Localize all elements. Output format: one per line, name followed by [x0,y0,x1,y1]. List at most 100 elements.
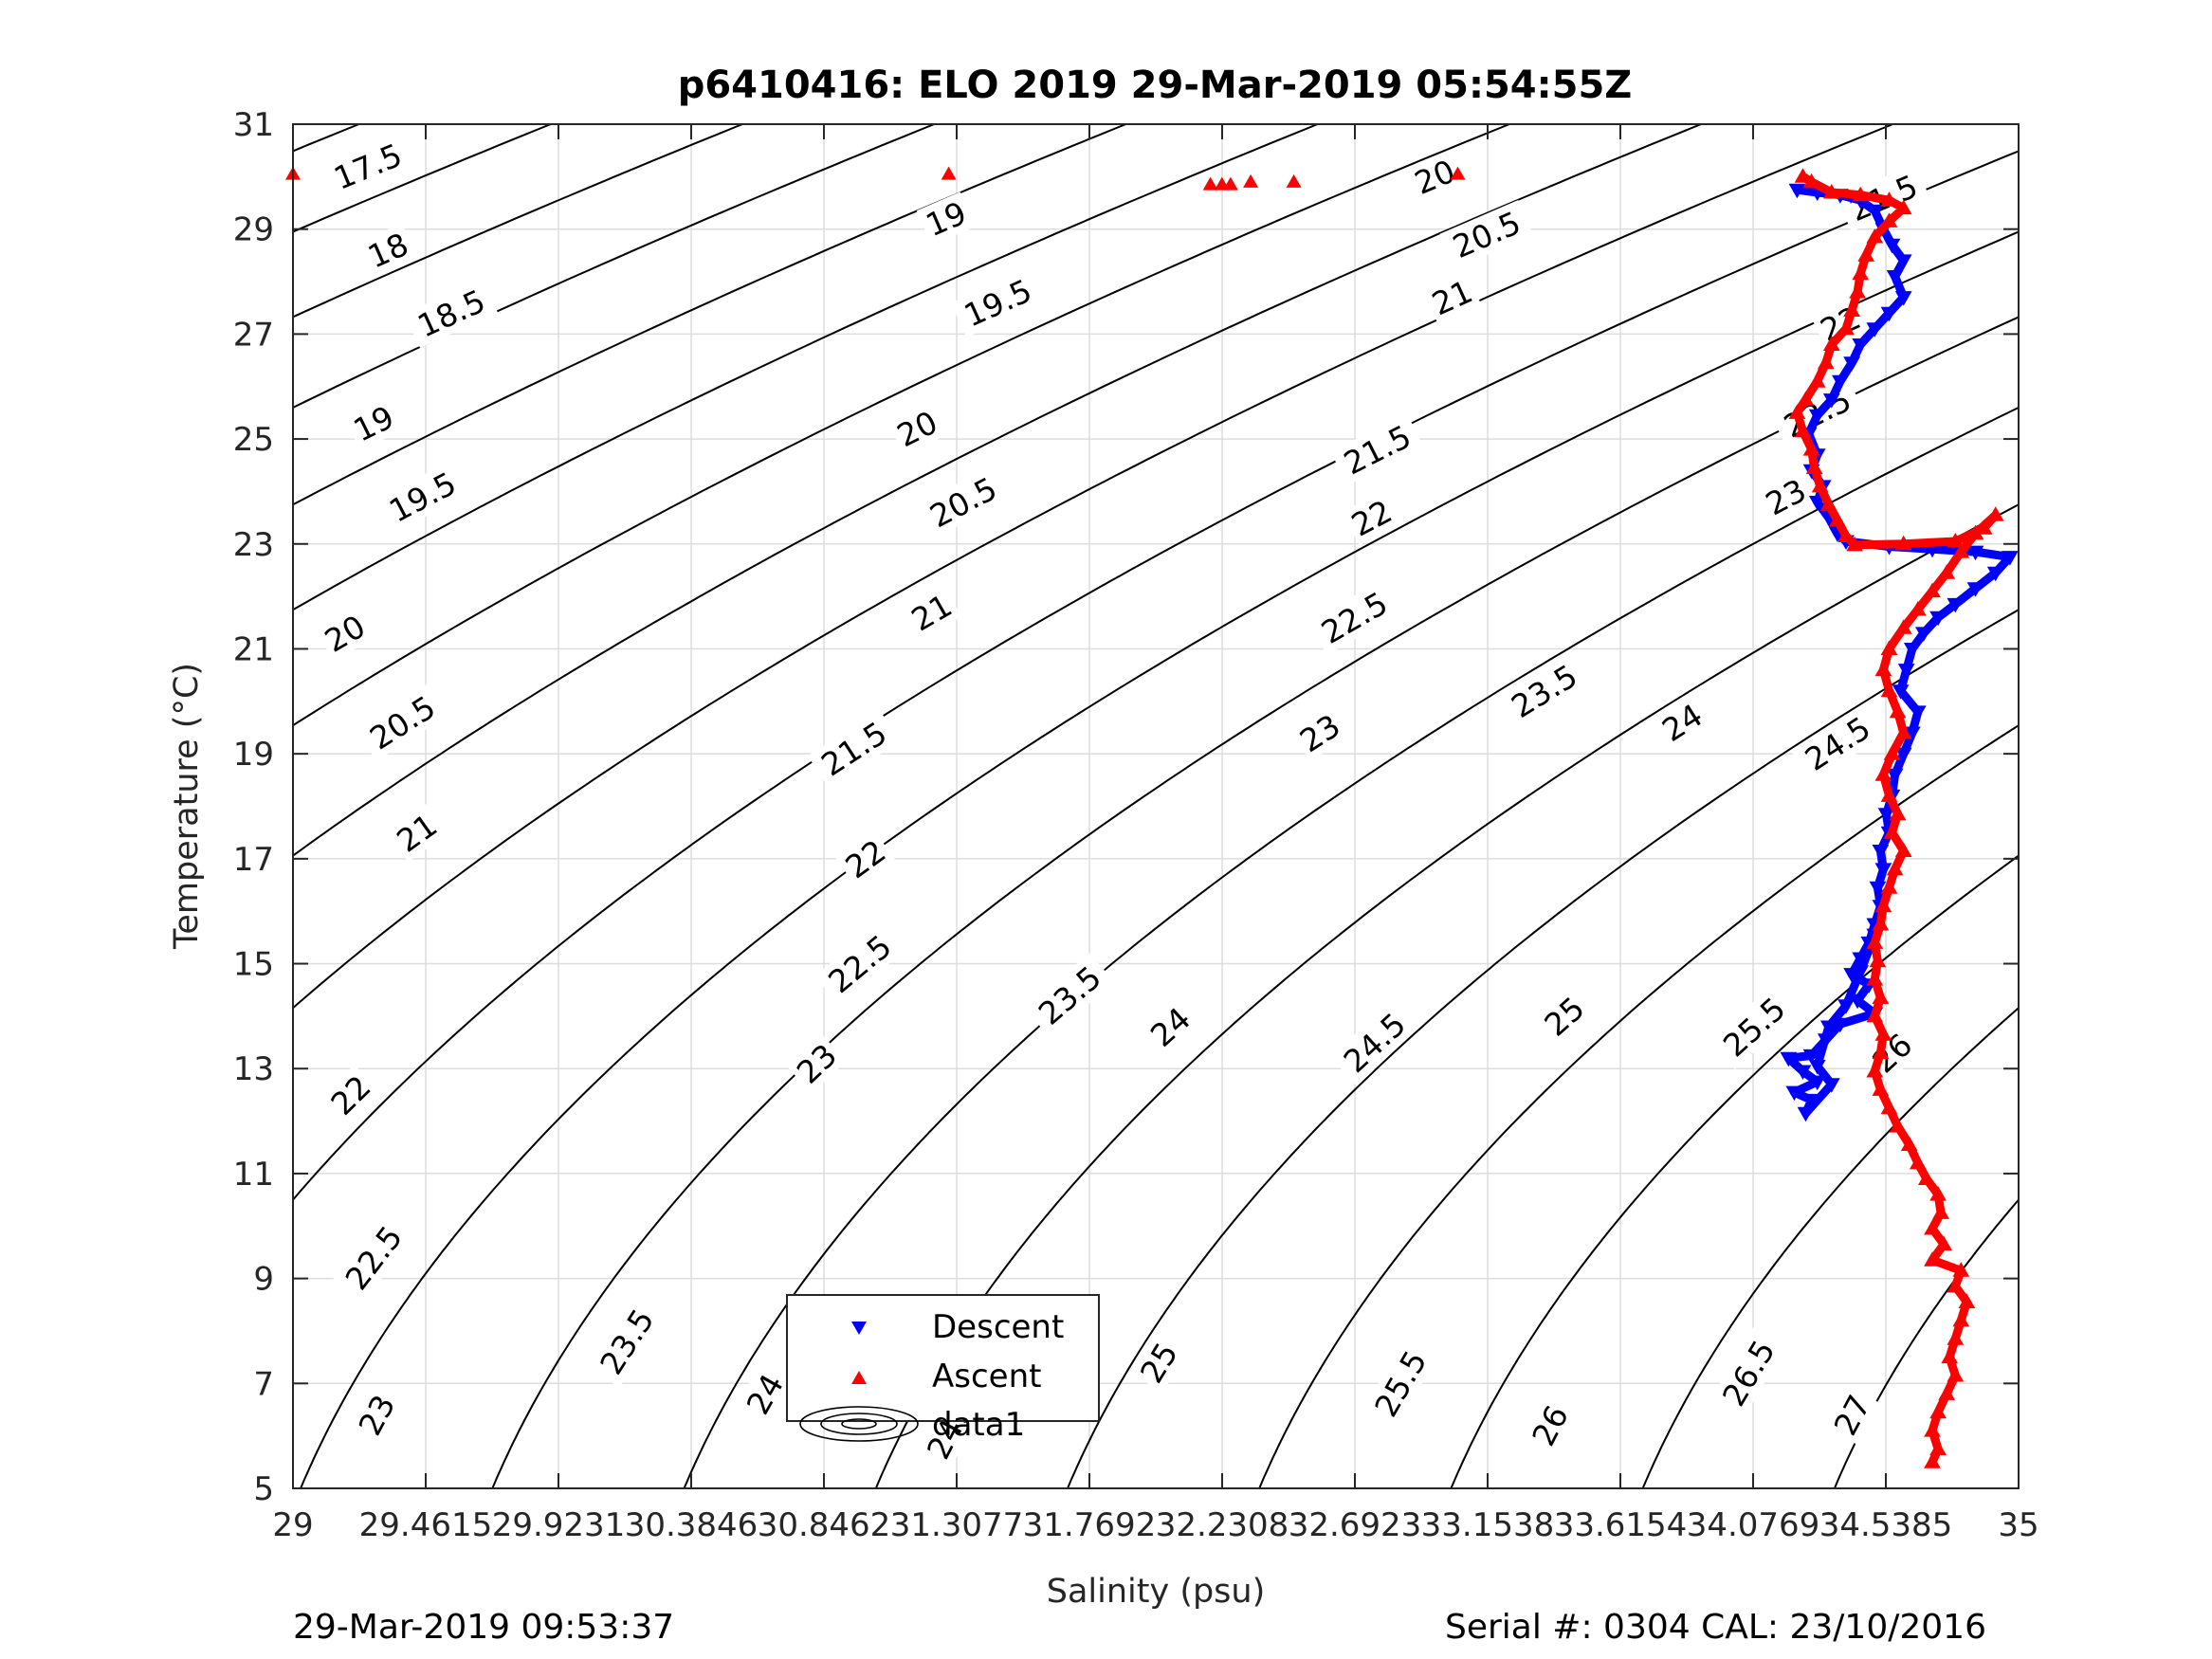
contour-label-knockout [1533,986,1595,1047]
y-tick-labels: 5 7 9 11 13 15 17 19 21 23 25 27 29 31 [233,106,274,1508]
legend: Descent Ascent data1 [786,1294,1100,1444]
legend-descent-label: Descent [932,1308,1064,1346]
contour-label-knockout [1330,413,1424,486]
contour-label-knockout [386,803,448,862]
ascent-point [1202,176,1218,191]
contour-label-knockout [1024,953,1115,1038]
sigma-contour [1067,609,2019,1488]
x-tick-label: 32.2308 [1156,1506,1289,1544]
y-tick-label: 21 [233,630,274,668]
sigma-contour [293,124,359,153]
x-tick-label: 32.6923 [1289,1506,1422,1544]
ascent-point [1286,173,1302,188]
contour-label-knockout [1497,652,1591,730]
contour-label-knockout [356,683,449,761]
contour-label-knockout [348,1385,405,1445]
tick-layer [292,123,2020,1489]
contour-label-knockout [1362,1337,1438,1431]
contour-label-knockout [404,278,499,349]
legend-ascent-marker [851,1371,867,1384]
contour-label-knockout [1823,1385,1880,1445]
contour-label-knockout [358,223,418,278]
x-tick-label: 30.3846 [625,1506,759,1544]
contour-label-knockout [314,605,375,662]
sigma-contour [293,124,1319,611]
contour-label-knockout [834,829,896,888]
sigma-contour [293,124,743,319]
sigma-contour [293,124,1893,1010]
legend-descent-marker [851,1322,867,1335]
contour-label-knockout [1791,703,1884,783]
sigma-contour [293,124,552,233]
ascent-series [285,166,2004,1468]
x-tick-label: 35 [1998,1506,2038,1544]
contour-label-knockout [332,1212,415,1304]
y-tick-label: 25 [233,421,274,459]
legend-ascent-label: Ascent [932,1358,1041,1395]
y-tick-label: 27 [233,316,274,354]
sigma-contour [293,124,935,410]
y-tick-label: 9 [253,1261,274,1299]
x-tick-label: 34.5385 [1819,1506,1953,1544]
descent-trail [1783,185,2015,1118]
y-tick-label: 31 [233,106,274,144]
contour-label-knockout [320,1065,381,1125]
contour-label-knockout [901,583,962,641]
x-axis-label: Salinity (psu) [1047,1573,1266,1611]
sigma-contour [491,316,2019,1488]
footer-timestamp: 29-Mar-2019 09:53:37 [293,1608,674,1647]
contour-label-knockout [1709,1326,1787,1420]
x-tick-label: 33.1538 [1421,1506,1555,1544]
contour-label: 25.5 [1709,984,1799,1069]
contour-label-knockout [887,400,947,457]
contour-label: 18 [358,223,418,278]
contour-label-knockout [1289,703,1350,762]
y-tick-label: 15 [233,946,274,984]
contour-label-knockout [916,465,1010,539]
sigma-contour [293,124,1702,857]
contour-label-knockout [1755,468,1816,525]
contour-label-knockout [1329,999,1419,1085]
y-tick-label: 5 [253,1470,274,1508]
sigma-contour [1450,854,2019,1488]
contour-label-knockout [1140,996,1201,1057]
chart-title: p6410416: ELO 2019 29-Mar-2019 05:54:55Z [678,64,1633,107]
plot-frame [292,123,2020,1489]
contour-label-knockout [736,1363,794,1424]
contour-label-knockout [1522,1395,1578,1455]
contour-label-knockout [1129,1332,1188,1393]
ascent-point [1222,176,1238,191]
x-tick-label: 31.3077 [890,1506,1024,1544]
y-tick-label: 11 [233,1156,274,1194]
ascent-point [1243,173,1259,188]
contour-label-knockout [950,267,1045,338]
contour-label-knockout [1342,489,1401,546]
y-tick-label: 17 [233,841,274,879]
y-tick-label: 7 [253,1365,274,1403]
sigma-contour [1258,723,2019,1488]
y-tick-label: 13 [233,1050,274,1088]
y-tick-label: 23 [233,526,274,564]
sigma-contour [1641,1006,2019,1488]
contour-label-knockout [320,132,415,200]
contour-label-knockout [1307,579,1401,656]
contour-label-knockout [807,709,901,788]
x-tick-label: 30.8462 [758,1506,891,1544]
legend-contour-marker [799,1406,919,1442]
contour-label-knockout [587,1295,667,1388]
contour-label-knockout [1439,199,1534,269]
x-tick-label: 29 [272,1506,313,1544]
contour-label-knockout [1405,150,1464,204]
ascent-trail [1792,172,2001,1467]
footer-serial-cal: Serial #: 0304 CAL: 23/10/2016 [1445,1608,1986,1647]
sigma-contour [300,230,2019,1488]
ascent-point [941,166,957,180]
y-tick-label: 19 [233,736,274,774]
sigma-contour [293,124,1510,727]
contour-label-knockout [343,395,404,451]
y-axis-label: Temperature (°C) [168,663,206,950]
contour-label-knockout [814,921,905,1006]
x-tick-label: 33.6154 [1554,1506,1688,1544]
contour-label-knockout [1652,693,1712,752]
